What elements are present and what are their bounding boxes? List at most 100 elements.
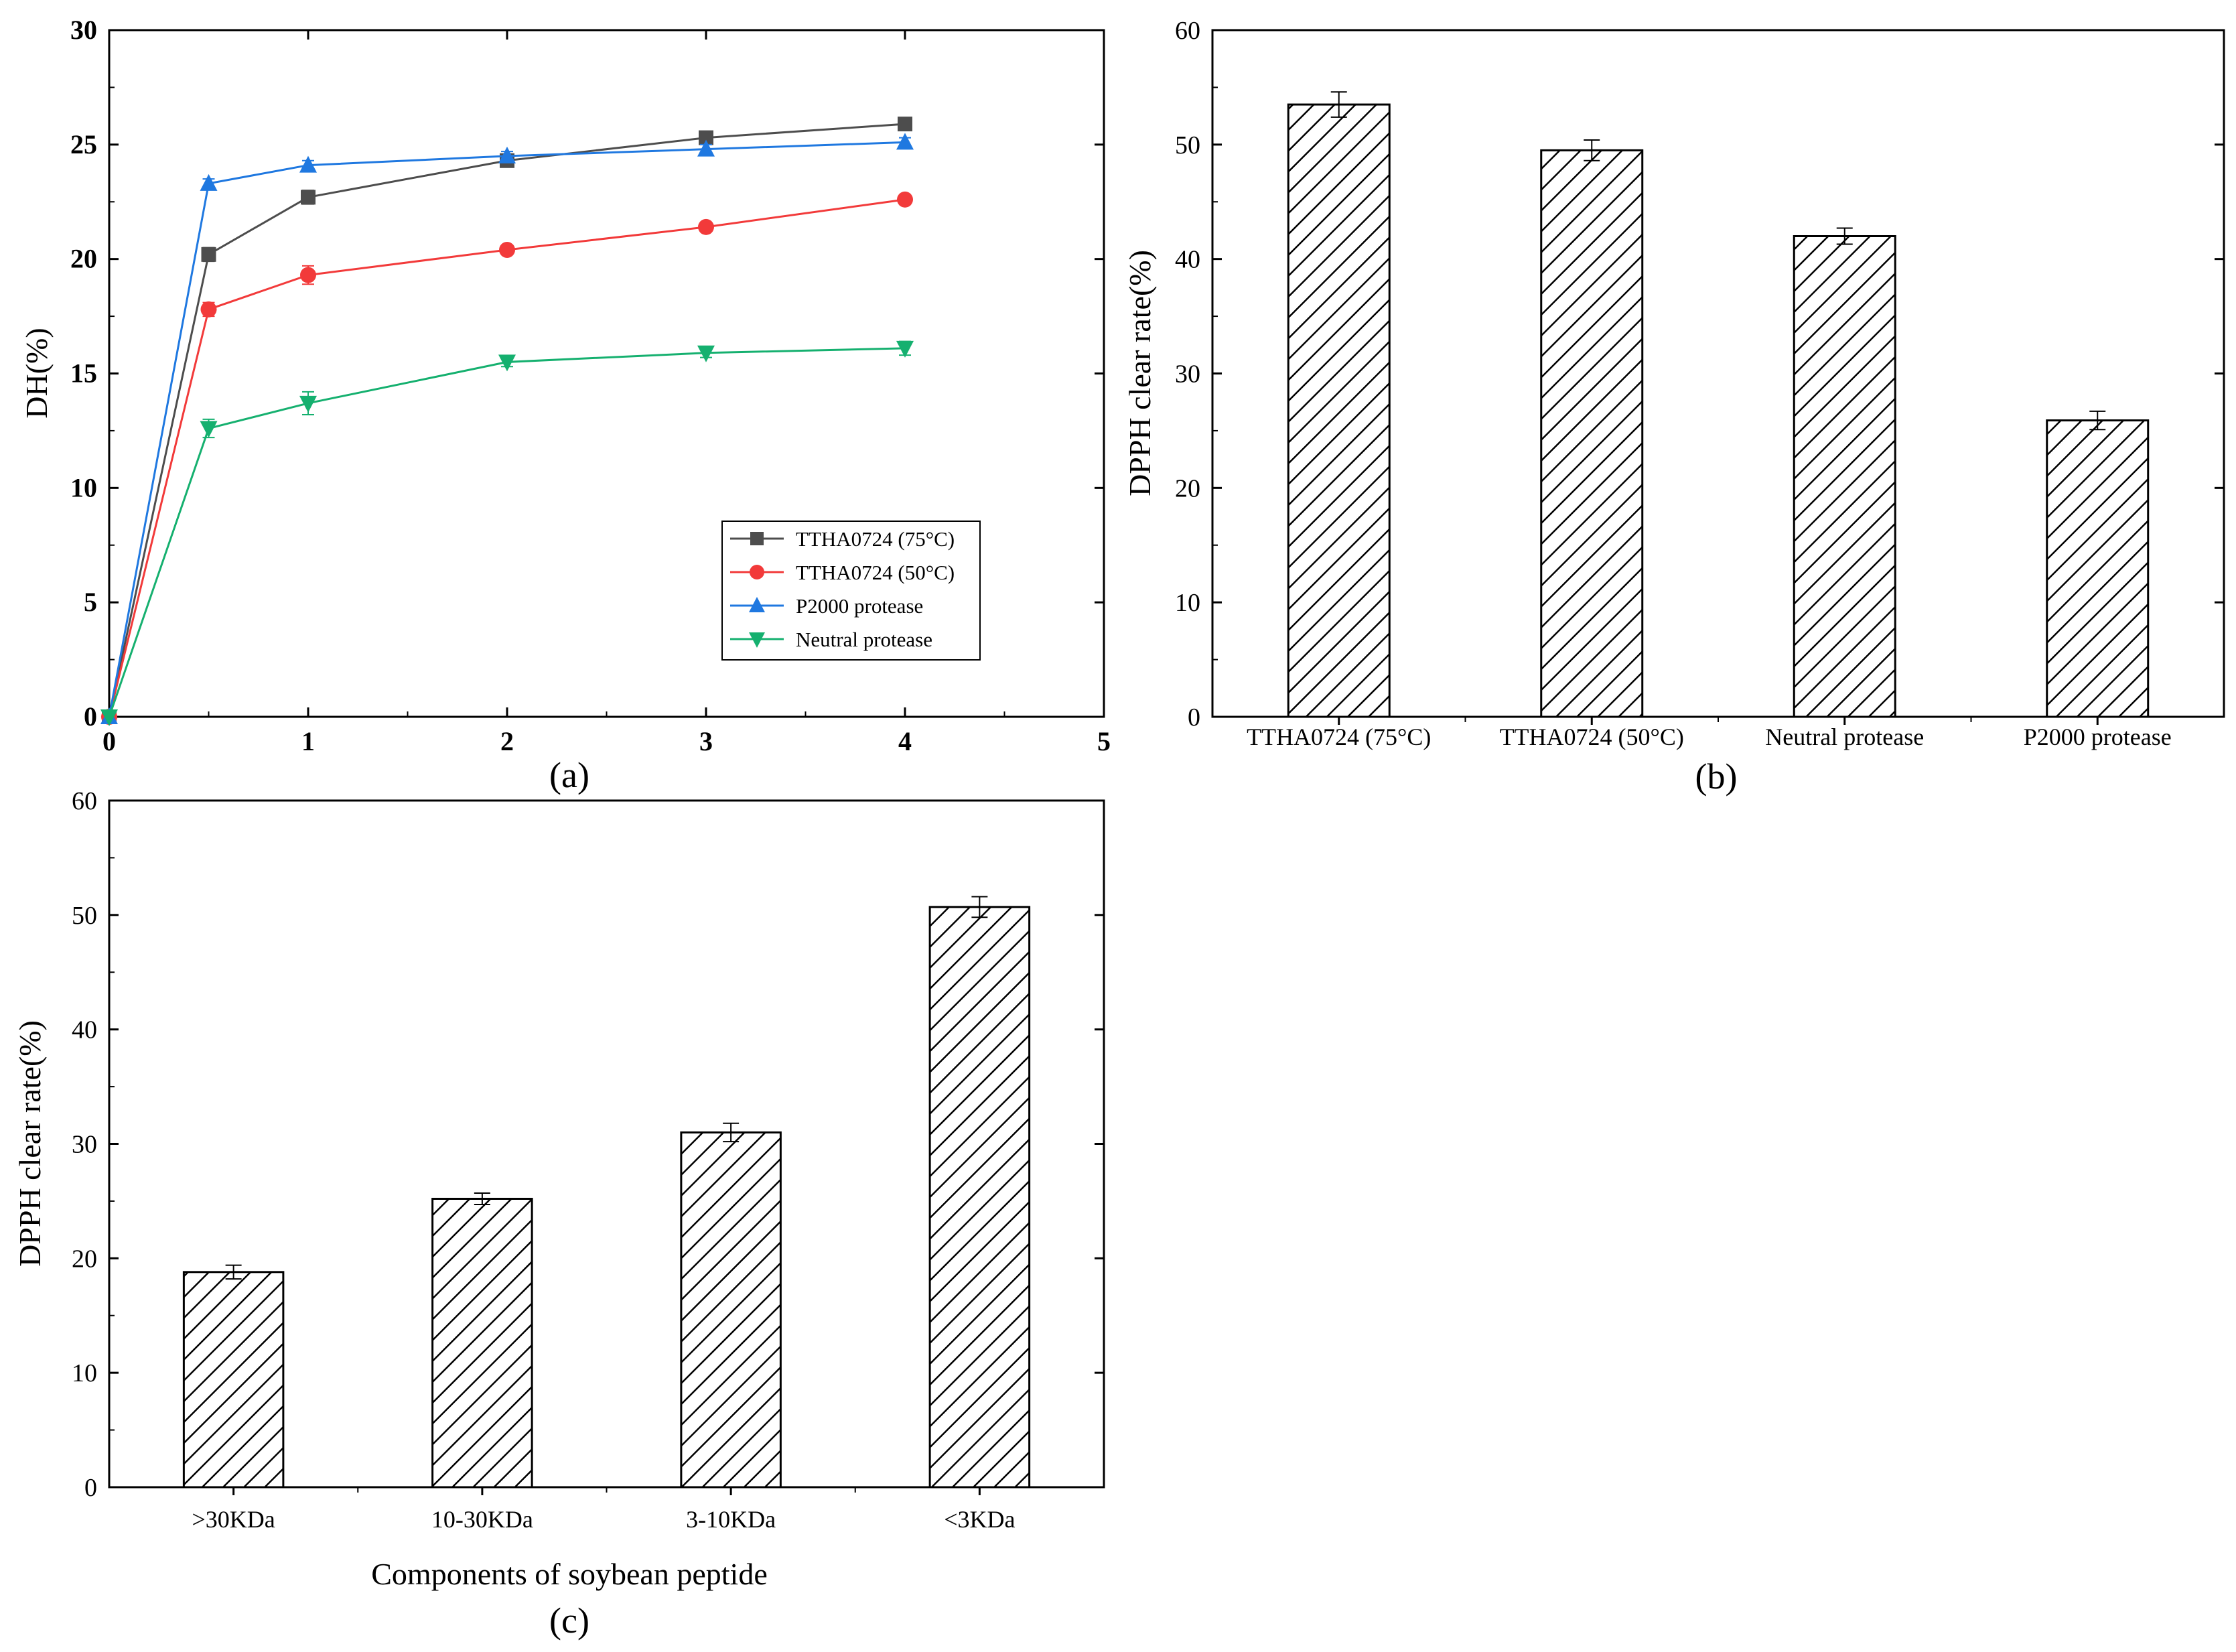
data-point [200, 421, 218, 438]
y-tick-label: 50 [1175, 131, 1200, 159]
y-tick-label: 10 [72, 1359, 97, 1387]
x-tick-label: 3 [699, 726, 713, 756]
y-tick-label: 0 [84, 701, 97, 732]
legend-label: P2000 protease [796, 594, 923, 618]
category-label: TTHA0724 (75°C) [1247, 724, 1431, 750]
panel-b-bar-chart: 0 10 20 30 40 50 60 TTHA0724 (75°C) TTHA0724 (5… [1123, 17, 2225, 797]
data-point [697, 345, 715, 362]
panel-c-bars [182, 896, 1031, 1489]
category-label: <3KDa [944, 1506, 1015, 1533]
y-tick-label: 0 [84, 1474, 97, 1502]
data-point [498, 354, 516, 372]
y-tick-label: 15 [70, 358, 97, 389]
bar [928, 906, 1031, 1489]
data-point [200, 301, 217, 318]
y-tick-label: 10 [1175, 589, 1200, 617]
bar [680, 1131, 782, 1489]
bar [1540, 149, 1644, 718]
panel-c-bar-chart: 0 10 20 30 40 50 60 >30KDa 10-30KDa 3-10KDa <3KDa… [13, 787, 1105, 1641]
y-tick-label: 20 [70, 244, 97, 274]
panel-c-x-axis-title: Components of soybean peptide [371, 1557, 768, 1591]
data-point [498, 146, 516, 163]
panel-b-y-tick-labels: 0 10 20 30 40 50 60 [1175, 17, 1200, 732]
data-point [201, 247, 216, 262]
y-tick-label: 30 [72, 1131, 97, 1159]
legend-marker [750, 532, 764, 545]
data-point [699, 130, 713, 145]
data-point [698, 218, 714, 235]
panel-a-label: (a) [549, 755, 589, 795]
series-2 [100, 133, 914, 724]
panel-a-y-tick-labels: 0 5 10 15 20 25 30 [70, 15, 97, 732]
x-tick-label: 5 [1097, 726, 1111, 756]
data-point [897, 191, 913, 208]
panel-c-label: (c) [549, 1600, 589, 1641]
legend-label: TTHA0724 (75°C) [796, 527, 955, 551]
data-point [100, 709, 118, 726]
panel-c-category-labels: >30KDa 10-30KDa 3-10KDa <3KDa [192, 1506, 1015, 1533]
data-point [200, 174, 218, 191]
data-point [898, 117, 912, 132]
data-point [299, 395, 317, 413]
y-tick-label: 25 [70, 129, 97, 159]
category-label: 10-30KDa [431, 1506, 533, 1533]
panel-a-y-axis-title: DH(%) [19, 328, 54, 418]
x-tick-label: 1 [301, 726, 315, 756]
legend-label: TTHA0724 (50°C) [796, 561, 955, 584]
series-line [108, 347, 906, 717]
data-point [697, 139, 715, 157]
legend-box [721, 521, 981, 661]
panel-c-y-tick-labels: 0 10 20 30 40 50 60 [72, 787, 97, 1502]
y-tick-label: 10 [70, 472, 97, 502]
y-tick-label: 40 [72, 1016, 97, 1044]
category-label: 3-10KDa [686, 1506, 776, 1533]
y-tick-label: 60 [72, 787, 97, 815]
x-tick-label: 0 [102, 726, 116, 756]
panel-a-series [100, 117, 914, 726]
panel-b-ticks [1212, 29, 2224, 725]
legend-label: Neutral protease [796, 628, 932, 651]
panel-a-line-chart: 0 5 10 15 20 25 30 0 1 2 3 4 5 DH(%) (a) TTHA0724 (… [19, 15, 1111, 795]
data-point [301, 190, 316, 205]
x-tick-label: 4 [898, 726, 912, 756]
bar [182, 1271, 285, 1489]
series-1 [101, 191, 913, 725]
y-tick-label: 50 [72, 902, 97, 930]
y-tick-label: 20 [72, 1245, 97, 1273]
panel-c-ticks [109, 799, 1104, 1495]
category-label: P2000 protease [2024, 724, 2172, 750]
panel-b-label: (b) [1695, 756, 1738, 797]
y-tick-label: 0 [1188, 703, 1200, 732]
data-point [896, 340, 914, 358]
data-point [300, 267, 316, 283]
legend-marker [750, 565, 764, 579]
panel-b-bars [1287, 91, 2150, 718]
y-tick-label: 30 [1175, 360, 1200, 389]
y-tick-label: 30 [70, 15, 97, 45]
bar [1287, 103, 1391, 718]
panel-b-category-labels: TTHA0724 (75°C) TTHA0724 (50°C) Neutral pr… [1247, 724, 2172, 750]
category-label: Neutral protease [1765, 724, 1924, 750]
series-line [108, 141, 906, 717]
legend-marker [749, 632, 765, 648]
panel-c-y-axis-title: DPPH clear rate(%) [13, 1020, 47, 1267]
legend-marker [749, 597, 765, 612]
bar [1793, 235, 1896, 718]
data-point [499, 242, 515, 258]
y-tick-label: 20 [1175, 474, 1200, 502]
bar [431, 1198, 533, 1489]
panel-b-y-axis-title: DPPH clear rate(%) [1123, 250, 1157, 496]
x-tick-label: 2 [500, 726, 514, 756]
y-tick-label: 5 [84, 587, 97, 617]
series-line [108, 123, 906, 717]
panel-a-ticks [108, 29, 1105, 718]
bar [2046, 419, 2150, 718]
series-line [108, 198, 906, 717]
panel-a-x-tick-labels: 0 1 2 3 4 5 [102, 726, 1111, 756]
category-label: >30KDa [192, 1506, 275, 1533]
data-point [299, 155, 317, 173]
panel-a-legend: TTHA0724 (75°C) TTHA0724 (50°C) P2000 prot… [721, 521, 981, 661]
data-point [896, 133, 914, 150]
series-3 [100, 340, 914, 726]
